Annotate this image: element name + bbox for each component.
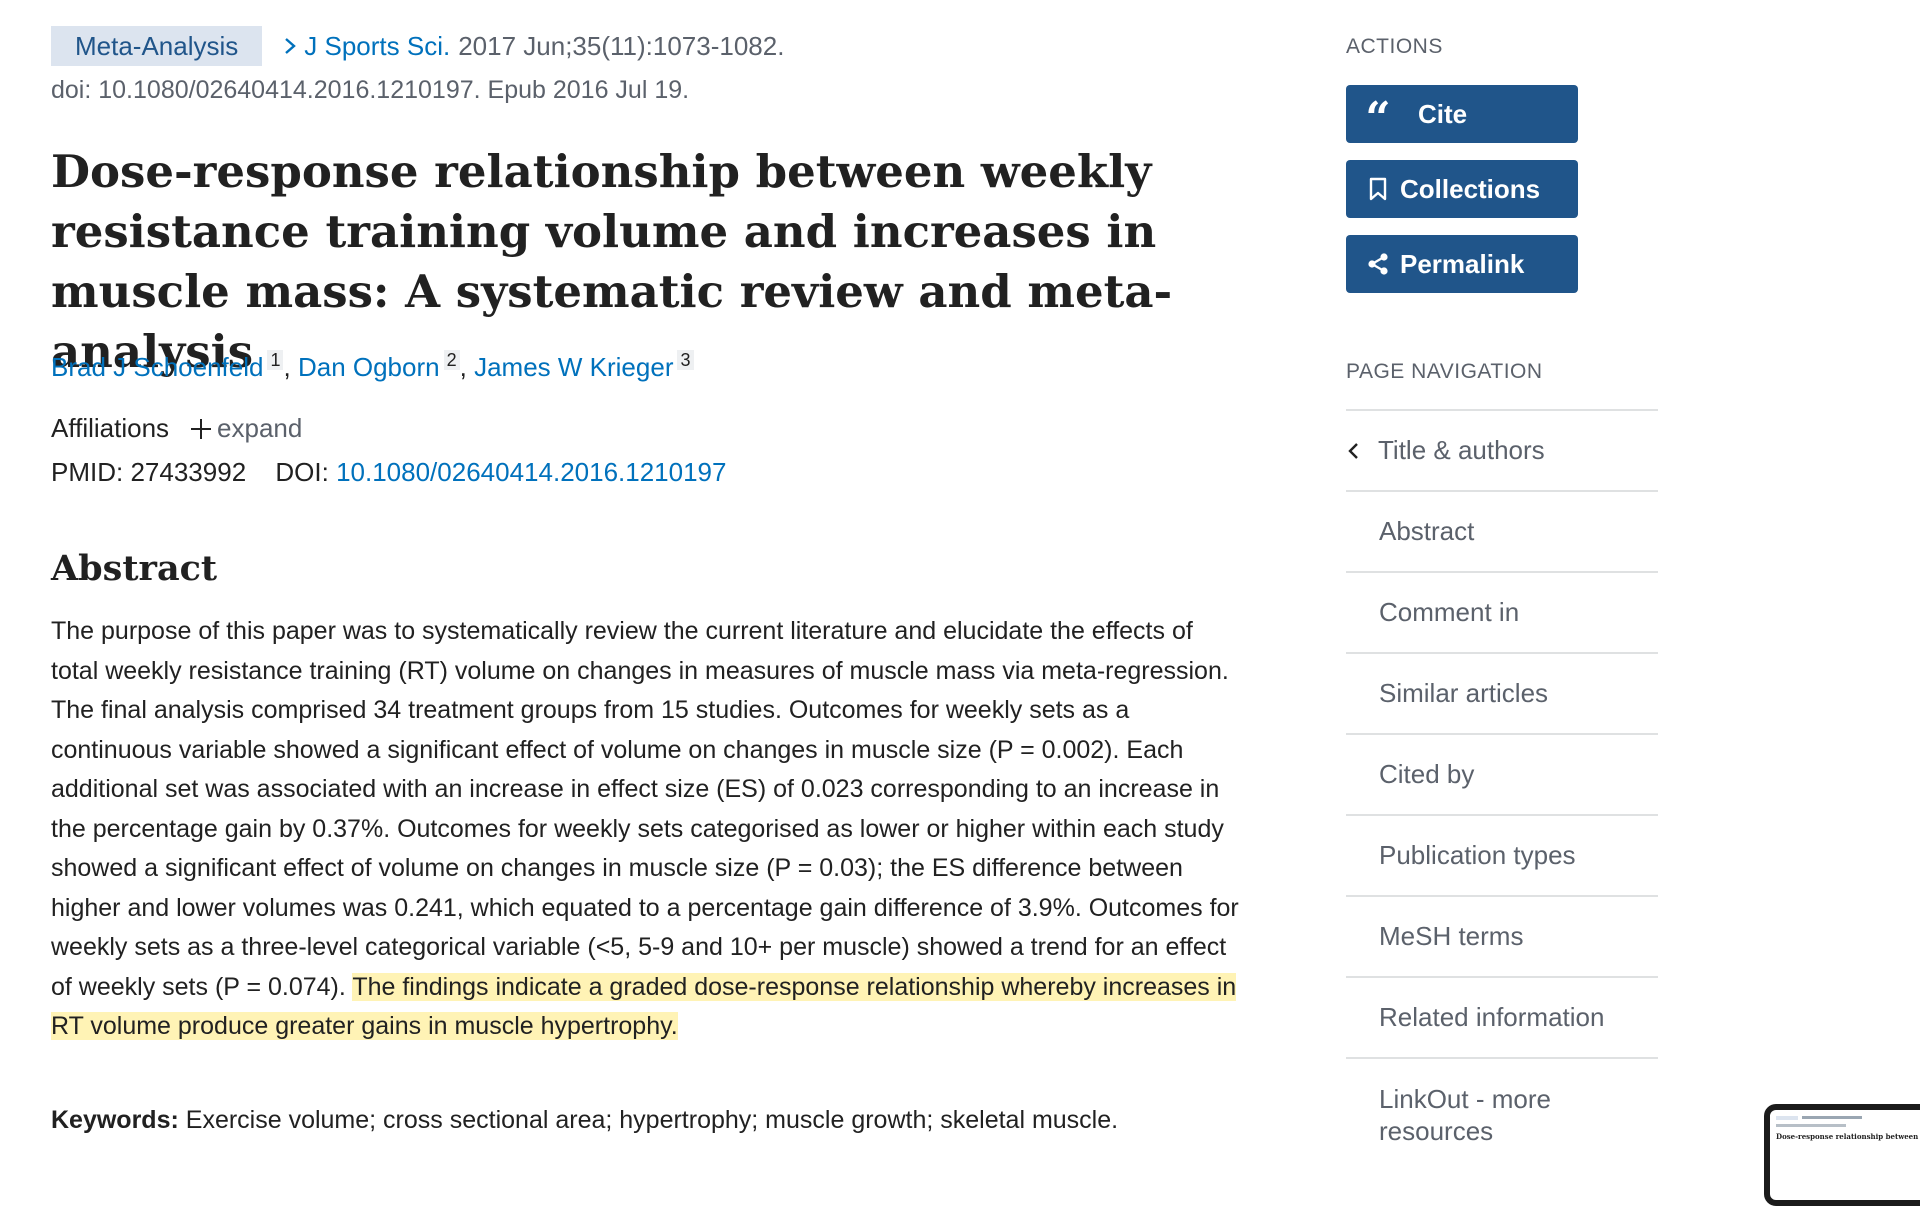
nav-item-similar-articles[interactable]: Similar articles [1346,652,1658,733]
keywords-label: Keywords: [51,1106,179,1134]
affiliation-marker[interactable]: 3 [677,350,694,370]
bookmark-icon [1367,176,1389,202]
citation-row: Meta-Analysis J Sports Sci. 2017 Jun;35(… [51,26,784,66]
nav-item-linkout[interactable]: LinkOut - more resources [1346,1057,1658,1147]
nav-item-cited-by[interactable]: Cited by [1346,733,1658,814]
page-thumbnail[interactable]: Dose-response relationship between weekl… [1764,1104,1920,1206]
affiliation-marker[interactable]: 2 [443,350,460,370]
identifiers-row: PMID: 27433992 DOI: 10.1080/02640414.201… [51,457,726,488]
abstract-heading: Abstract [51,548,218,589]
author-link[interactable]: Brad J Schoenfeld [51,352,264,382]
author-link[interactable]: Dan Ogborn [297,352,440,382]
chevron-left-icon [1346,439,1364,463]
doi-label: DOI: [275,457,329,487]
share-icon [1367,251,1389,277]
abstract-text: The purpose of this paper was to systema… [51,612,1246,1047]
pmid-value: 27433992 [130,457,247,487]
affiliations-label: Affiliations [51,413,170,443]
affiliations-row: Affiliations expand [51,413,302,444]
quote-icon: “ [1365,93,1391,144]
doi-link[interactable]: 10.1080/02640414.2016.1210197 [336,457,727,487]
article-title: Dose-response relationship between weekl… [51,145,1173,378]
nav-item-abstract[interactable]: Abstract [1346,490,1658,571]
nav-item-publication-types[interactable]: Publication types [1346,814,1658,895]
cite-button[interactable]: “ Cite [1346,85,1578,143]
nav-item-related-information[interactable]: Related information [1346,976,1658,1057]
nav-item-comment-in[interactable]: Comment in [1346,571,1658,652]
nav-item-mesh-terms[interactable]: MeSH terms [1346,895,1658,976]
chevron-right-icon [285,38,297,54]
abstract-body: The purpose of this paper was to systema… [51,617,1239,1001]
collections-button-label: Collections [1400,173,1541,204]
author-separator: , [283,352,291,382]
plus-icon[interactable] [191,418,212,439]
actions-label: ACTIONS [1346,35,1443,58]
affiliations-expand-button[interactable]: expand [217,413,303,443]
thumbnail-title: Dose-response relationship between weekl… [1776,1132,1920,1141]
publication-type-badge[interactable]: Meta-Analysis [51,26,263,66]
permalink-button[interactable]: Permalink [1346,235,1578,293]
journal-issue-info: 2017 Jun;35(11):1073-1082. [458,30,785,61]
cite-button-label: Cite [1418,98,1468,129]
nav-item-title-authors[interactable]: Title & authors [1346,409,1658,490]
affiliation-marker[interactable]: 1 [267,350,284,370]
keywords-text: Exercise volume; cross sectional area; h… [185,1106,1119,1134]
journal-link[interactable]: J Sports Sci. [304,30,451,61]
permalink-button-label: Permalink [1400,248,1525,279]
keywords-line: Keywords: Exercise volume; cross section… [51,1106,1118,1135]
collections-button[interactable]: Collections [1346,160,1578,218]
author-link[interactable]: James W Krieger [474,352,674,382]
author-separator: , [459,352,467,382]
page-navigation-label: PAGE NAVIGATION [1346,360,1543,383]
author-list: Brad J Schoenfeld 1, Dan Ogborn 2, James W… [51,350,694,383]
page-navigation-list: Title & authors Abstract Comment in Simi… [1346,409,1658,1147]
pmid-label: PMID: [51,457,124,487]
doi-epub-line: doi: 10.1080/02640414.2016.1210197. Epub… [51,76,690,104]
